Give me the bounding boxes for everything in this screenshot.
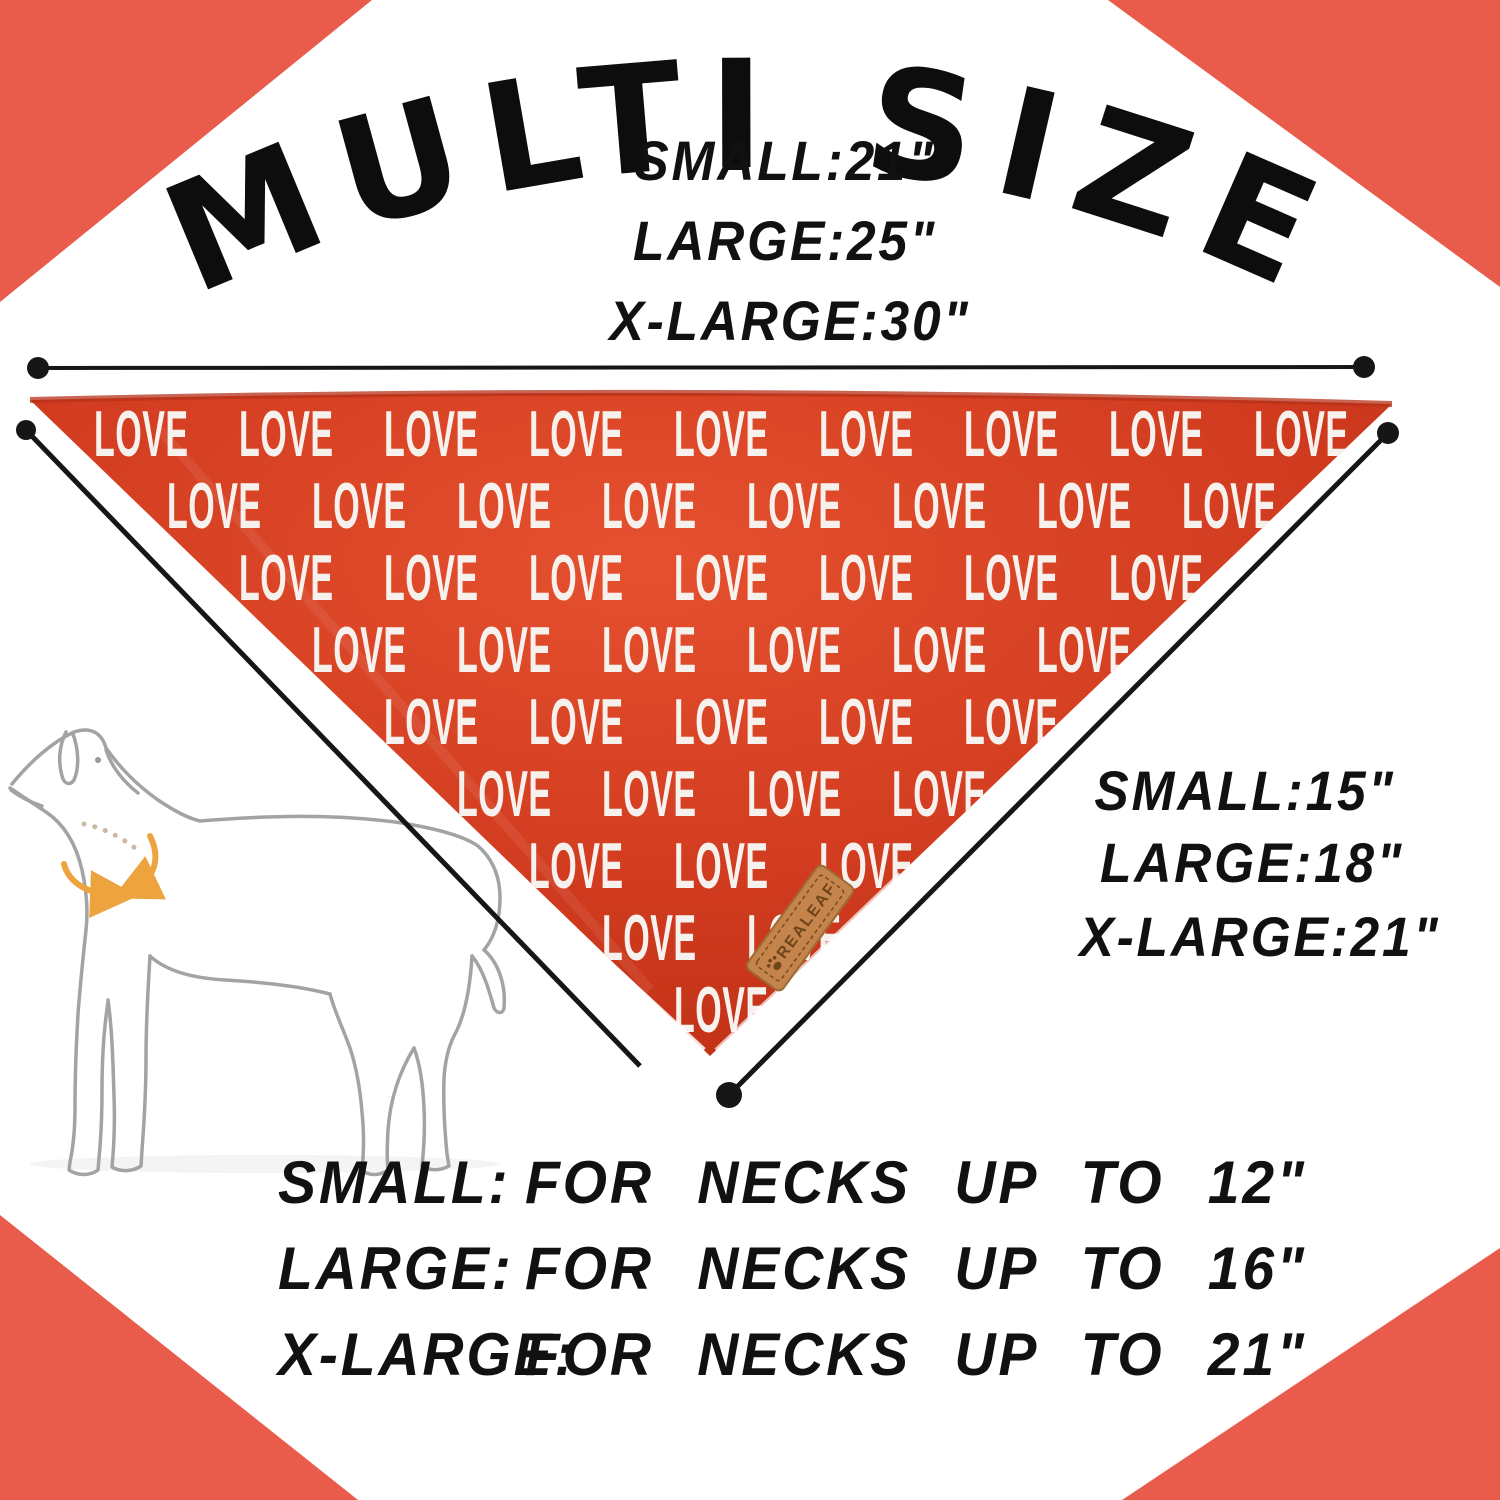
- bandana-right-hem-edge: [714, 872, 902, 1052]
- ground-shadow: [30, 1155, 500, 1173]
- top-size-xlarge: X-LARGE:30": [609, 289, 971, 352]
- measure-dot: [16, 420, 36, 440]
- dog-belly: [148, 954, 332, 996]
- dog-eye: [95, 757, 101, 763]
- neck-guide-text: FOR NECKS UP TO 16": [525, 1235, 1307, 1302]
- tag-stitching: [755, 874, 845, 982]
- top-size-small: SMALL:21": [634, 129, 936, 192]
- dog-body-outline: [10, 728, 502, 952]
- measure-line-left-edge: [24, 428, 642, 1068]
- neck-measure-arrow-right: [112, 833, 166, 900]
- neck-guide-row-xlarge: X-LARGE: FOR NECKS UP TO 21": [278, 1320, 1307, 1389]
- neck-dotted-line: [81, 821, 145, 857]
- bandana-left-hem-edge: [518, 878, 706, 1052]
- neck-guide-label: X-LARGE:: [278, 1321, 577, 1388]
- dog-ear: [57, 730, 80, 786]
- title-arc-svg: MULTI SIZE: [142, 29, 1337, 329]
- measure-line-right-edge: [727, 431, 1390, 1097]
- top-size-large: LARGE:25": [632, 209, 938, 272]
- measure-dot: [1353, 356, 1375, 378]
- measure-dot: [27, 357, 49, 379]
- measure-dot: [716, 1082, 742, 1108]
- neck-measure-arrow-bottom: [61, 861, 138, 919]
- bandana: [29, 389, 1393, 1056]
- neck-guide-text: FOR NECKS UP TO 12": [525, 1149, 1307, 1216]
- neck-guide-row-small: SMALL: FOR NECKS UP TO 12": [278, 1148, 1307, 1217]
- bandana-top-hem: [29, 389, 1393, 407]
- measure-line-top-width: [37, 365, 1365, 370]
- edge-size-large: LARGE:18": [1099, 831, 1405, 894]
- corner-triangle-top-left: [0, 0, 372, 302]
- dog-chest-front-leg: [8, 786, 110, 1177]
- tag-leather: [745, 864, 855, 992]
- corner-triangle-bottom-right: [1122, 1248, 1500, 1500]
- dog-outline-drawing: [8, 728, 507, 1177]
- dog-head-inner-line: [104, 748, 140, 795]
- dog-rear-near-leg: [328, 992, 416, 1177]
- neck-guide-row-large: LARGE: FOR NECKS UP TO 16": [278, 1234, 1307, 1303]
- bandana-fold-highlight: [156, 426, 654, 994]
- edge-size-xlarge: X-LARGE:21": [1079, 905, 1441, 968]
- dog-rear-far-leg: [412, 954, 474, 1172]
- measurement-lines: [16, 356, 1399, 1108]
- edge-size-small: SMALL:15": [1094, 759, 1396, 822]
- neck-guide-label: SMALL:: [278, 1149, 511, 1216]
- corner-triangle-top-right: [1108, 0, 1500, 287]
- measure-dot: [1377, 422, 1399, 444]
- bandana-love-pattern: [30, 392, 1392, 1056]
- dog-tail: [470, 948, 507, 1015]
- corner-triangle-bottom-left: [0, 1215, 358, 1500]
- neck-guide-label: LARGE:: [278, 1235, 514, 1302]
- tag-paw-icon: [766, 955, 782, 971]
- neck-guide-text: FOR NECKS UP TO 21": [525, 1321, 1307, 1388]
- dog-front-near-leg: [106, 954, 152, 1173]
